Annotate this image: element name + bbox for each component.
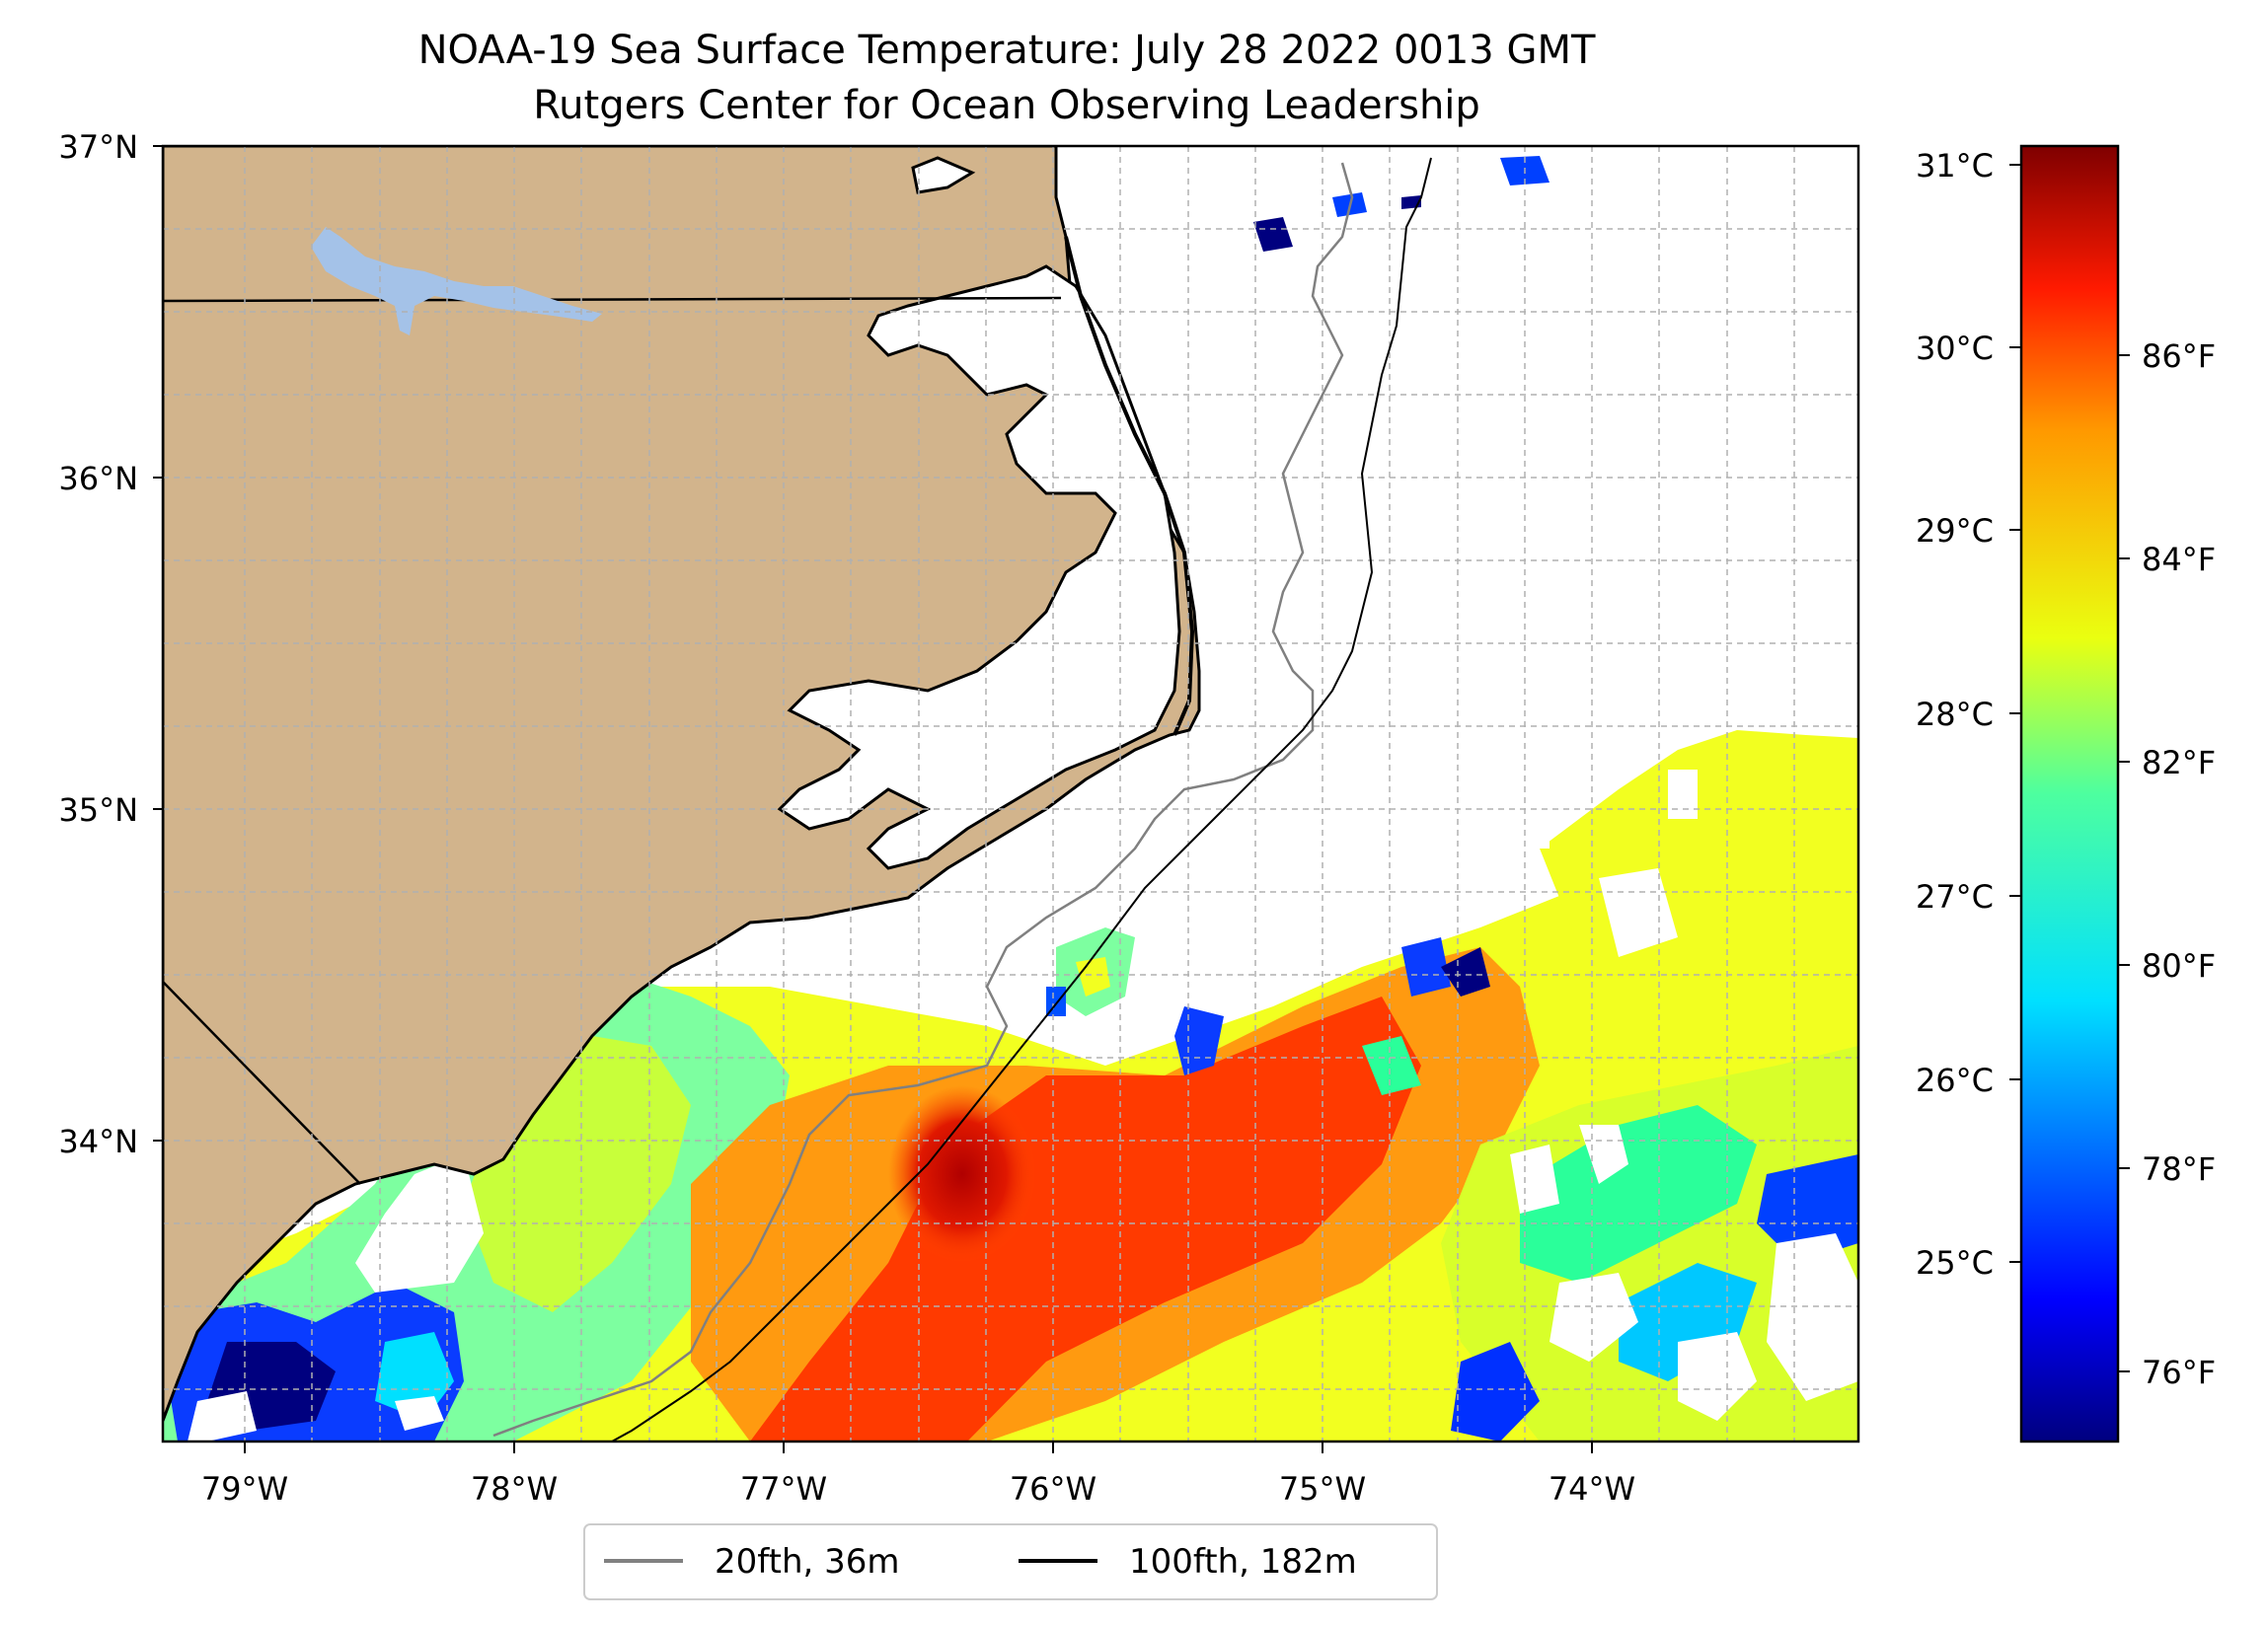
gridlines [163,146,1858,1441]
colorbar-c-27: 27°C [1916,878,1994,916]
lon-label-74: 74°W [1549,1470,1635,1508]
legend-label-100fth: 100fth, 182m [1129,1542,1357,1582]
colorbar-c-30: 30°C [1916,330,1994,367]
colorbar-c-25: 25°C [1916,1244,1994,1282]
pamlico-sound [777,264,1181,870]
lon-label-78: 78°W [471,1470,558,1508]
isobath-20fth [492,162,1354,1438]
colorbar-c-28: 28°C [1916,696,1994,733]
colorbar-f-ticks [2118,354,2130,1372]
isobath-100fth [611,157,1432,1441]
state-boundary-nc-sc [163,981,361,1185]
colorbar-f-78: 78°F [2142,1150,2216,1188]
legend: 20fth, 36m 100fth, 182m [583,1523,1438,1600]
title-line-2: Rutgers Center for Ocean Observing Leade… [533,83,1480,128]
lon-label-76: 76°W [1010,1470,1096,1508]
lat-label-37: 37°N [58,128,138,166]
lat-label-35: 35°N [58,791,138,829]
colorbar-gradient [2019,144,2120,1443]
colorbar-f-76: 76°F [2142,1354,2216,1391]
lat-label-36: 36°N [58,460,138,497]
legend-box [583,1523,1438,1600]
lat-ticks [153,145,163,1142]
lon-label-77: 77°W [740,1470,827,1508]
colorbar-c-26: 26°C [1916,1062,1994,1099]
colorbar-c-ticks [2009,164,2021,1263]
va-inlet [911,156,976,194]
colorbar-c-31: 31°C [1916,147,1994,185]
colorbar: 31°C 30°C 29°C 28°C 27°C 26°C 25°C 86°F … [1916,144,2216,1443]
lon-ticks [244,1441,1593,1453]
sst-raster [163,156,1858,1441]
title-line-1: NOAA-19 Sea Surface Temperature: July 28… [418,28,1596,73]
lon-label-75: 75°W [1279,1470,1366,1508]
map-area[interactable] [163,146,1858,1441]
colorbar-f-86: 86°F [2142,337,2216,375]
colorbar-c-29: 29°C [1916,512,1994,550]
outer-banks [1064,236,1195,736]
map-frame [161,144,1860,1443]
colorbar-f-82: 82°F [2142,744,2216,781]
lat-label-34: 34°N [58,1123,138,1160]
lon-label-79: 79°W [201,1470,288,1508]
colorbar-f-80: 80°F [2142,947,2216,985]
lake-gaston [311,227,602,335]
legend-label-20fth: 20fth, 36m [715,1542,900,1582]
colorbar-f-84: 84°F [2142,541,2216,578]
